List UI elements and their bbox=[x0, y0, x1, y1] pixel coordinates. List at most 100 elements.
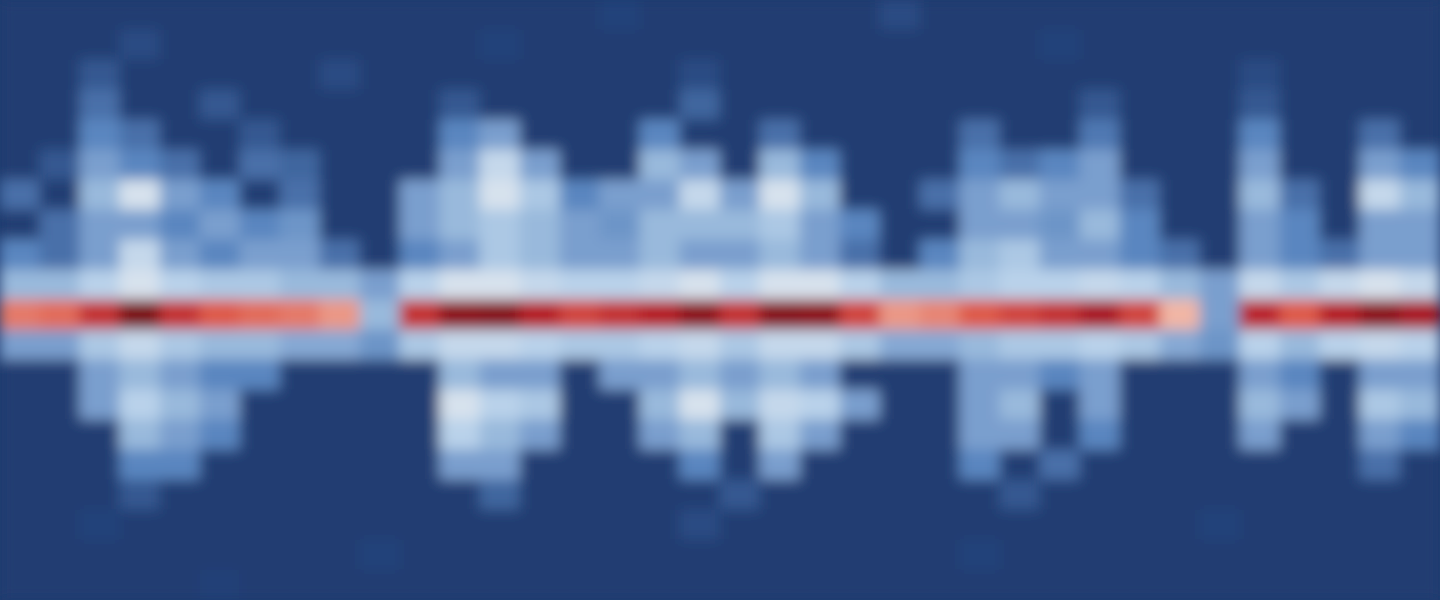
cell bbox=[960, 420, 1001, 451]
cell bbox=[840, 120, 881, 151]
cell bbox=[840, 360, 881, 391]
cell bbox=[720, 210, 761, 241]
cell bbox=[280, 270, 321, 301]
cell bbox=[1400, 210, 1440, 241]
cell bbox=[0, 330, 41, 361]
cell bbox=[920, 390, 961, 421]
cell bbox=[1400, 450, 1440, 481]
cell bbox=[800, 210, 841, 241]
cell bbox=[680, 210, 721, 241]
cell bbox=[1360, 360, 1401, 391]
cell bbox=[1320, 480, 1361, 511]
cell bbox=[1400, 240, 1440, 271]
cell bbox=[80, 570, 121, 600]
cell bbox=[1320, 30, 1361, 61]
cell bbox=[320, 120, 361, 151]
cell bbox=[480, 150, 521, 181]
cell bbox=[840, 330, 881, 361]
cell bbox=[880, 570, 921, 600]
cell bbox=[1240, 420, 1281, 451]
cell bbox=[360, 30, 401, 61]
cell bbox=[1320, 330, 1361, 361]
cell bbox=[1000, 150, 1041, 181]
cell bbox=[720, 540, 761, 571]
cell bbox=[680, 240, 721, 271]
cell bbox=[1000, 450, 1041, 481]
cell bbox=[400, 90, 441, 121]
cell bbox=[800, 540, 841, 571]
cell bbox=[320, 510, 361, 541]
cell bbox=[560, 180, 601, 211]
cell bbox=[120, 360, 161, 391]
cell bbox=[640, 270, 681, 301]
cell bbox=[200, 180, 241, 211]
cell bbox=[600, 0, 641, 31]
cell bbox=[1280, 570, 1321, 600]
cell bbox=[880, 60, 921, 91]
cell bbox=[880, 390, 921, 421]
cell bbox=[1040, 240, 1081, 271]
cell bbox=[760, 330, 801, 361]
cell bbox=[1200, 510, 1241, 541]
cell bbox=[440, 270, 481, 301]
cell bbox=[1000, 30, 1041, 61]
cell bbox=[1240, 120, 1281, 151]
cell bbox=[240, 360, 281, 391]
cell bbox=[920, 0, 961, 31]
cell bbox=[200, 60, 241, 91]
cell bbox=[1080, 360, 1121, 391]
cell bbox=[320, 360, 361, 391]
cell bbox=[320, 240, 361, 271]
cell bbox=[360, 240, 401, 271]
cell bbox=[440, 540, 481, 571]
cell bbox=[440, 420, 481, 451]
cell bbox=[560, 570, 601, 600]
cell bbox=[960, 540, 1001, 571]
cell bbox=[80, 330, 121, 361]
cell bbox=[1120, 180, 1161, 211]
cell bbox=[40, 540, 81, 571]
cell bbox=[280, 120, 321, 151]
cell bbox=[800, 150, 841, 181]
cell bbox=[1160, 390, 1201, 421]
cell bbox=[360, 60, 401, 91]
cell bbox=[480, 30, 521, 61]
cell bbox=[720, 570, 761, 600]
cell bbox=[160, 360, 201, 391]
cell bbox=[1320, 60, 1361, 91]
cell bbox=[200, 510, 241, 541]
cell bbox=[1240, 570, 1281, 600]
cell bbox=[920, 240, 961, 271]
cell bbox=[1240, 90, 1281, 121]
cell bbox=[160, 480, 201, 511]
cell bbox=[1400, 0, 1440, 31]
cell bbox=[1080, 390, 1121, 421]
cell bbox=[1080, 570, 1121, 600]
cell bbox=[960, 120, 1001, 151]
cell bbox=[440, 150, 481, 181]
cell bbox=[1400, 360, 1440, 391]
cell bbox=[720, 90, 761, 121]
cell bbox=[1000, 240, 1041, 271]
cell bbox=[0, 120, 41, 151]
cell bbox=[0, 420, 41, 451]
cell bbox=[960, 570, 1001, 600]
cell bbox=[480, 450, 521, 481]
cell bbox=[1360, 300, 1401, 331]
cell bbox=[360, 540, 401, 571]
cell bbox=[880, 30, 921, 61]
cell bbox=[640, 360, 681, 391]
cell bbox=[280, 0, 321, 31]
cell bbox=[880, 450, 921, 481]
cell bbox=[1040, 360, 1081, 391]
cell bbox=[280, 210, 321, 241]
cell bbox=[680, 420, 721, 451]
cell bbox=[80, 210, 121, 241]
cell bbox=[1120, 120, 1161, 151]
cell bbox=[600, 570, 641, 600]
cell bbox=[680, 90, 721, 121]
cell bbox=[680, 360, 721, 391]
cell bbox=[1000, 0, 1041, 31]
cell bbox=[1040, 30, 1081, 61]
cell bbox=[800, 390, 841, 421]
